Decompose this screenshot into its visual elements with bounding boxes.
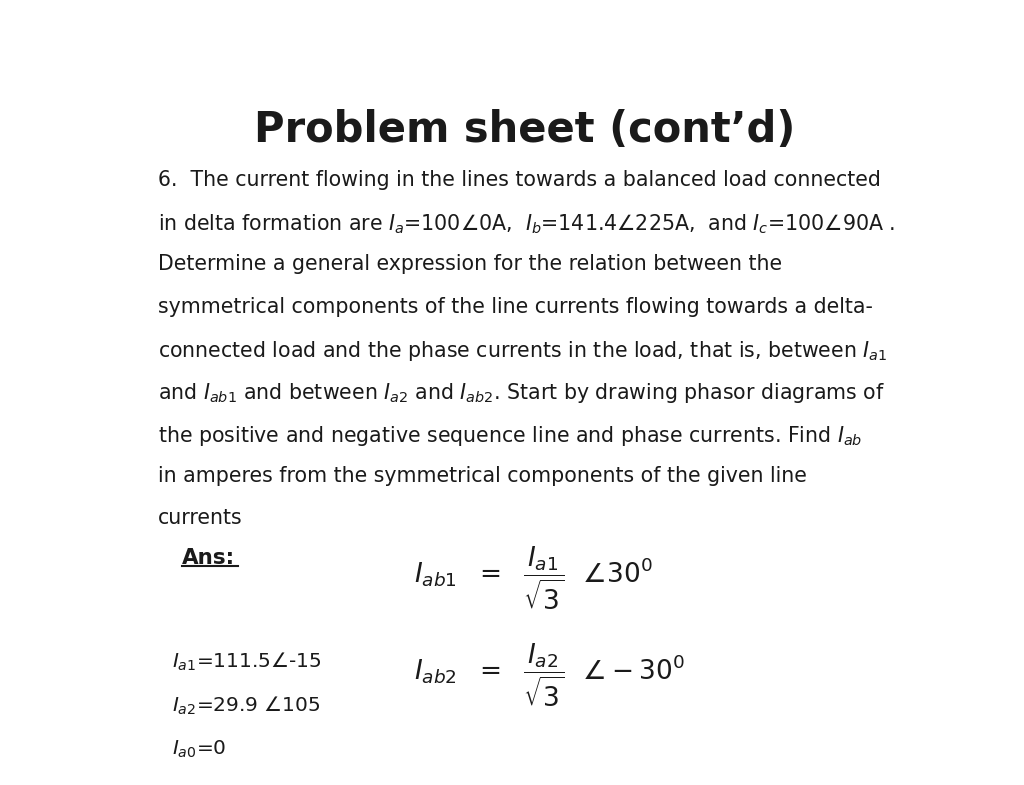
Text: the positive and negative sequence line and phase currents. Find $I_{ab}$: the positive and negative sequence line … [158, 424, 862, 447]
Text: $I_{ab2}$  $=$  $\dfrac{I_{a2}}{\sqrt{3}}$  $\angle - 30^0$: $I_{ab2}$ $=$ $\dfrac{I_{a2}}{\sqrt{3}}$… [414, 641, 685, 709]
Text: $I_{a1}$=111.5$\angle$-15: $I_{a1}$=111.5$\angle$-15 [172, 650, 322, 673]
Text: Problem sheet (cont’d): Problem sheet (cont’d) [254, 109, 796, 152]
Text: $I_{a2}$=29.9 $\angle$105: $I_{a2}$=29.9 $\angle$105 [172, 695, 321, 717]
Text: Determine a general expression for the relation between the: Determine a general expression for the r… [158, 254, 782, 275]
Text: in amperes from the symmetrical components of the given line: in amperes from the symmetrical componen… [158, 466, 807, 486]
Text: $I_{ab1}$  $=$  $\dfrac{I_{a1}}{\sqrt{3}}$  $\angle 30^0$: $I_{ab1}$ $=$ $\dfrac{I_{a1}}{\sqrt{3}}$… [414, 545, 652, 612]
Text: Ans:: Ans: [182, 548, 236, 568]
Text: symmetrical components of the line currents flowing towards a delta-: symmetrical components of the line curre… [158, 297, 873, 316]
Text: and $I_{ab1}$ and between $I_{a2}$ and $I_{ab2}$. Start by drawing phasor diagra: and $I_{ab1}$ and between $I_{a2}$ and $… [158, 382, 885, 405]
Text: currents: currents [158, 508, 243, 528]
Text: $I_{a0}$=0: $I_{a0}$=0 [172, 739, 226, 760]
Text: connected load and the phase currents in the load, that is, between $I_{a1}$: connected load and the phase currents in… [158, 339, 888, 363]
Text: $I_{ab1}$=62.2+j16.7: $I_{ab1}$=62.2+j16.7 [172, 783, 331, 785]
Text: 6.  The current flowing in the lines towards a balanced load connected: 6. The current flowing in the lines towa… [158, 170, 881, 190]
Text: in delta formation are $I_a$=100$\angle$0A,  $I_b$=141.4$\angle$225A,  and $I_c$: in delta formation are $I_a$=100$\angle$… [158, 212, 895, 236]
